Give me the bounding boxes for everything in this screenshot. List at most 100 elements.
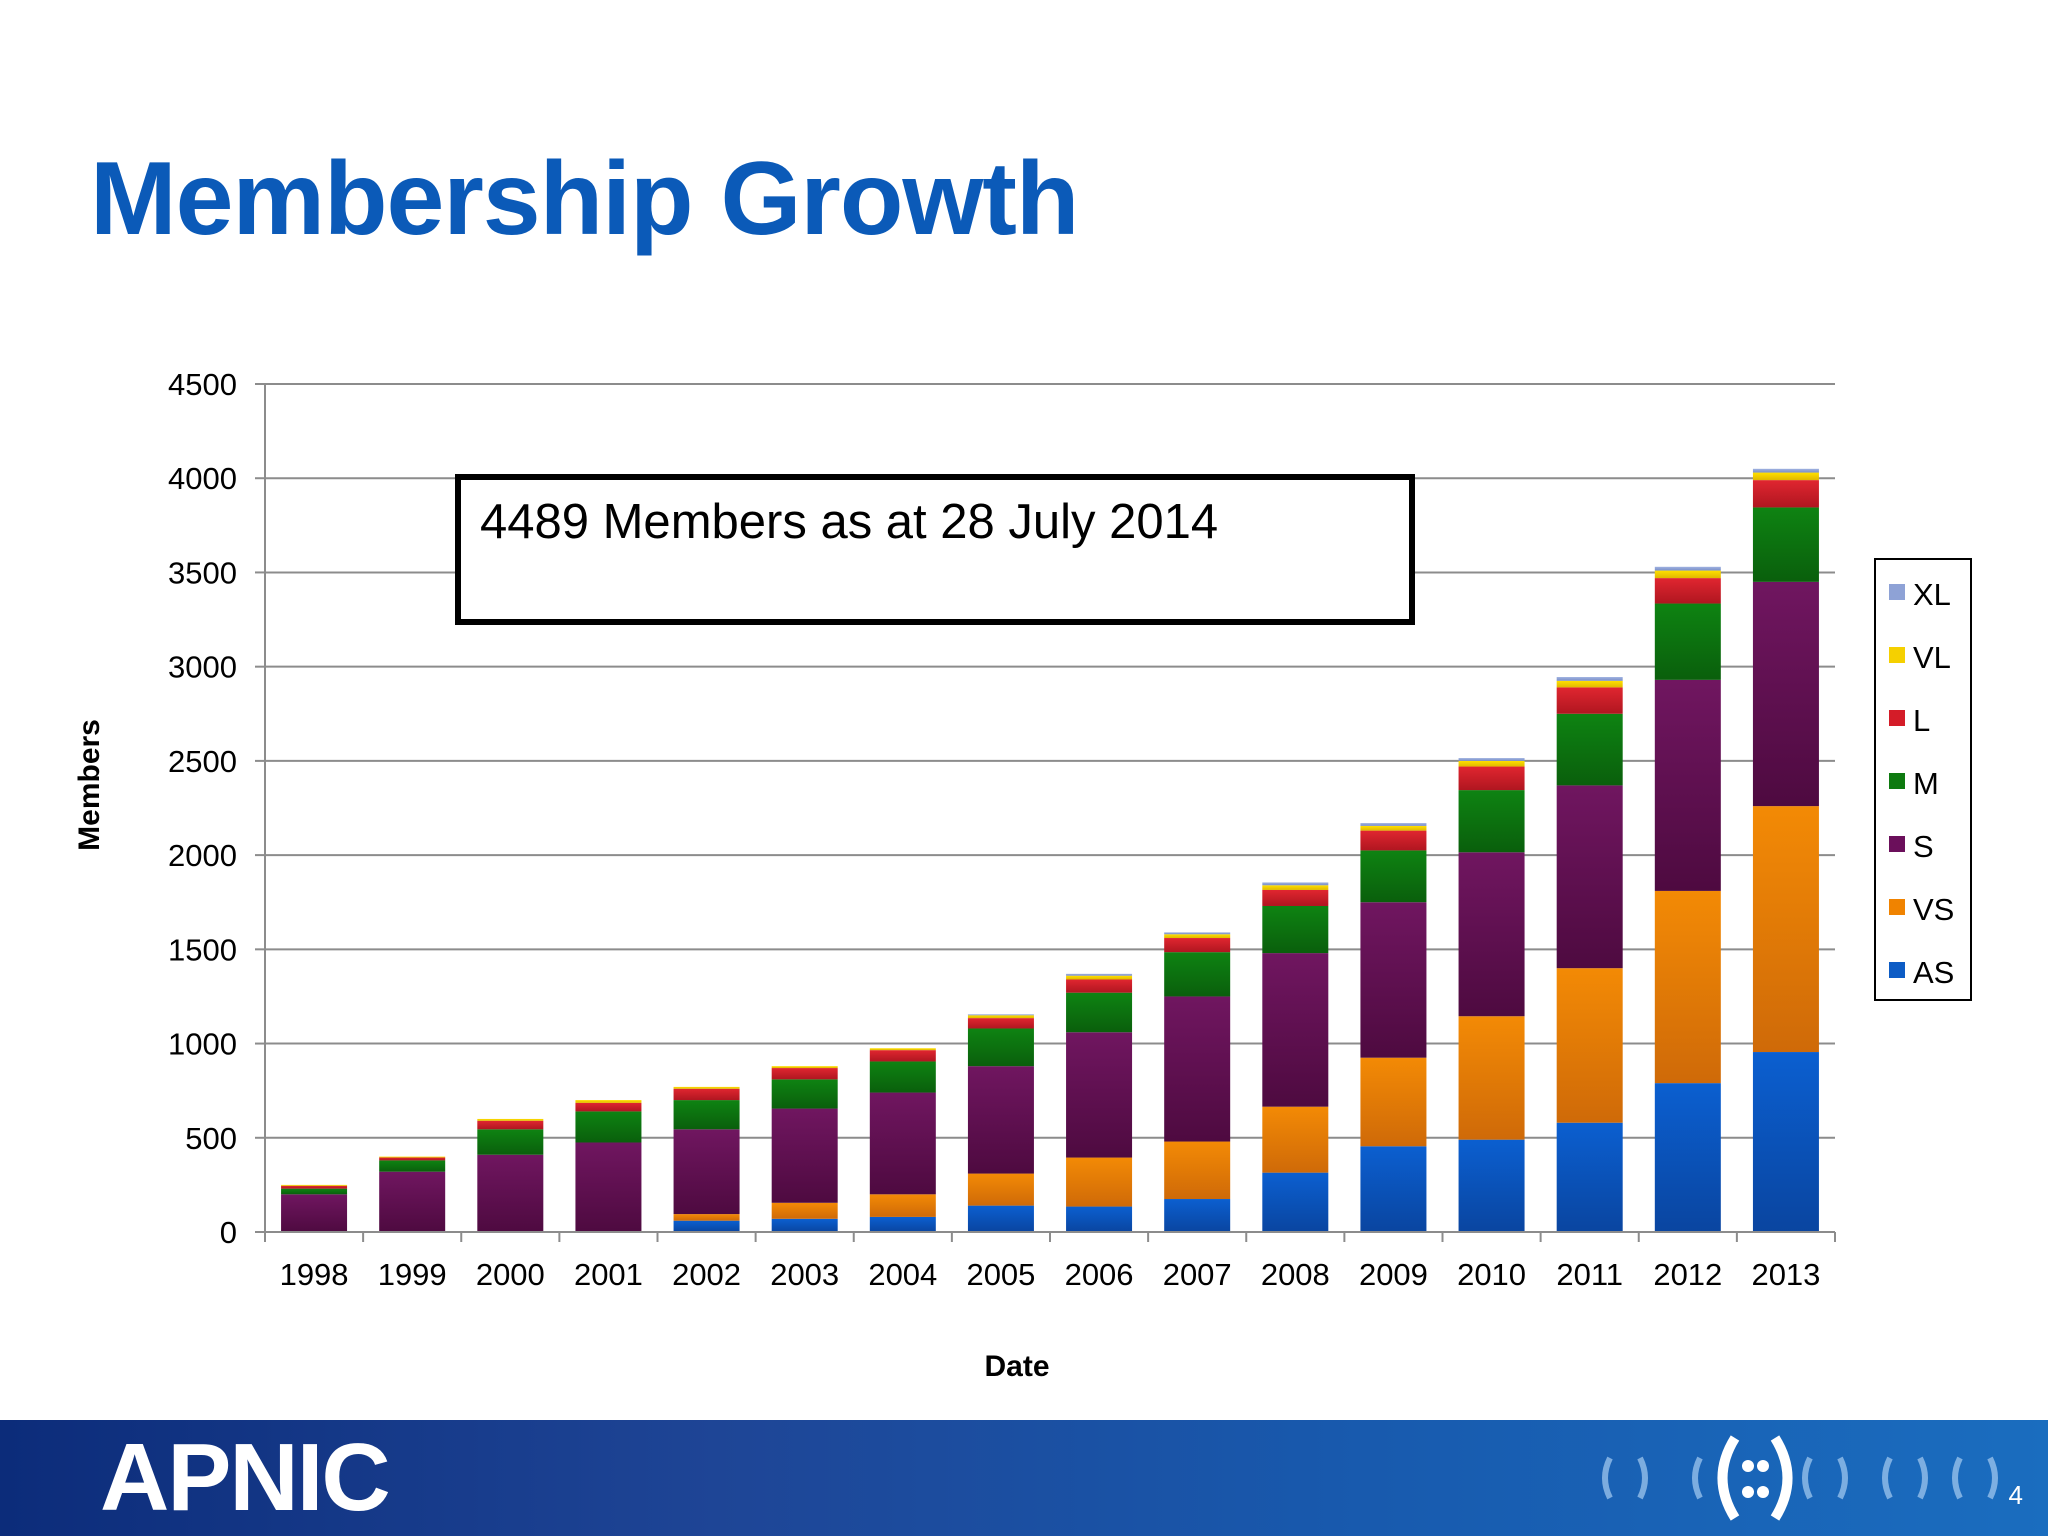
bar-L-2001: [575, 1102, 642, 1112]
bar-S-2007: [1164, 996, 1231, 1142]
bar-M-2013: [1752, 507, 1819, 582]
y-tick-label: 4500: [168, 367, 237, 402]
bar-VL-2011: [1556, 680, 1623, 688]
bar-VL-2005: [967, 1015, 1034, 1019]
bar-L-2008: [1262, 889, 1329, 906]
y-tick-label: 2000: [168, 838, 237, 873]
bar-S-2001: [575, 1142, 642, 1232]
bar-VL-2003: [771, 1066, 838, 1069]
bar-VS-2007: [1164, 1141, 1231, 1200]
x-tick-label: 2002: [672, 1257, 741, 1292]
bar-VL-2004: [869, 1048, 936, 1051]
legend-swatch-M: [1889, 773, 1905, 789]
bar-L-2012: [1654, 578, 1721, 604]
bar-M-2009: [1360, 850, 1427, 903]
membership-chart: 0 500 1000 1500 2000 2500 3000 3500 4000 4500 1998…: [73, 367, 1972, 1383]
bar-M-2005: [967, 1028, 1034, 1067]
bar-AS-2004: [869, 1216, 936, 1232]
bar-L-2006: [1066, 979, 1133, 993]
legend-swatch-L: [1889, 710, 1905, 726]
bar-XL-2009: [1360, 823, 1427, 826]
bar-L-2005: [967, 1018, 1034, 1029]
bar-VS-2013: [1752, 806, 1819, 1053]
bar-AS-2002: [673, 1220, 740, 1232]
x-tick-label: 1999: [378, 1257, 447, 1292]
bar-VS-2008: [1262, 1106, 1329, 1173]
bar-VL-1998: [281, 1184, 348, 1186]
tick-labels: 0 500 1000 1500 2000 2500 3000 3500 4000 4500 1998…: [168, 367, 1820, 1292]
bar-M-2001: [575, 1111, 642, 1143]
bar-AS-2008: [1262, 1172, 1329, 1232]
bar-XL-2013: [1752, 468, 1819, 473]
bar-M-2011: [1556, 713, 1623, 786]
bar-L-1998: [281, 1185, 348, 1189]
bar-AS-2007: [1164, 1199, 1231, 1232]
bar-VS-2006: [1066, 1157, 1133, 1207]
legend: XL VL LMS VS AS: [1874, 558, 1972, 1001]
x-axis-title: Date: [984, 1350, 1049, 1383]
legend-label-S: S: [1913, 829, 1934, 864]
bar-AS-2013: [1752, 1052, 1819, 1232]
y-tick-label: 3000: [168, 650, 237, 685]
y-tick-label: 500: [185, 1121, 237, 1156]
x-tick-label: 2001: [574, 1257, 643, 1292]
bar-L-1999: [379, 1157, 446, 1161]
bar-S-1999: [379, 1171, 446, 1232]
bar-XL-2006: [1066, 973, 1133, 976]
bar-AS-2010: [1458, 1139, 1525, 1232]
bar-S-2008: [1262, 953, 1329, 1107]
slide-title: Membership Growth: [90, 141, 1079, 257]
bar-L-2007: [1164, 938, 1231, 953]
bar-M-2010: [1458, 790, 1525, 853]
legend-swatch-VL: [1889, 647, 1905, 663]
bar-L-2009: [1360, 830, 1427, 851]
bar-VL-2012: [1654, 570, 1721, 579]
bar-M-2006: [1066, 992, 1133, 1033]
legend-label-VS: VS: [1913, 892, 1954, 927]
bar-VL-2010: [1458, 760, 1525, 767]
bar-AS-2003: [771, 1218, 838, 1232]
x-tick-label: 2000: [476, 1257, 545, 1292]
y-tick-label: 4000: [168, 461, 237, 496]
legend-swatch-VS: [1889, 899, 1905, 915]
bar-S-2004: [869, 1092, 936, 1195]
x-tick-label: 2011: [1556, 1257, 1623, 1292]
bar-XL-2011: [1556, 677, 1623, 681]
bar-S-2002: [673, 1129, 740, 1215]
bar-VL-2002: [673, 1086, 740, 1089]
bar-XL-2010: [1458, 758, 1525, 761]
bar-M-2002: [673, 1100, 740, 1130]
legend-label-VL: VL: [1913, 640, 1951, 675]
bar-XL-2005: [967, 1014, 1034, 1016]
x-tick-label: 2004: [868, 1257, 937, 1292]
x-tick-label: 2009: [1359, 1257, 1428, 1292]
x-tick-label: 2007: [1163, 1257, 1232, 1292]
bar-L-2003: [771, 1068, 838, 1080]
legend-label-XL: XL: [1913, 577, 1951, 612]
bar-AS-2005: [967, 1205, 1034, 1232]
legend-label-M: M: [1913, 766, 1939, 801]
x-tick-label: 2005: [966, 1257, 1035, 1292]
bar-S-2006: [1066, 1032, 1133, 1158]
bar-VS-2005: [967, 1173, 1034, 1206]
x-tick-label: 2008: [1261, 1257, 1330, 1292]
y-tick-label: 2500: [168, 744, 237, 779]
x-tick-label: 2003: [770, 1257, 839, 1292]
apnic-pattern-icon: [1602, 1435, 1998, 1521]
annotation-text: 4489 Members as at 28 July 2014: [480, 495, 1218, 549]
x-tick-label: 2012: [1653, 1257, 1722, 1292]
bar-M-2007: [1164, 952, 1231, 997]
y-tick-label: 0: [220, 1215, 237, 1250]
annotation-box: 4489 Members as at 28 July 2014: [455, 474, 1415, 625]
y-tick-label: 1000: [168, 1027, 237, 1062]
bar-VL-1999: [379, 1156, 446, 1158]
apnic-logo: APNIC: [100, 1424, 391, 1531]
page-number: 4: [2008, 1480, 2023, 1510]
bar-M-2003: [771, 1079, 838, 1109]
bars: [281, 468, 1819, 1232]
legend-label-L: L: [1913, 703, 1930, 738]
legend-swatch-XL: [1889, 584, 1905, 600]
bar-S-2000: [477, 1154, 544, 1232]
bar-S-2012: [1654, 679, 1721, 891]
bar-L-2002: [673, 1088, 740, 1101]
